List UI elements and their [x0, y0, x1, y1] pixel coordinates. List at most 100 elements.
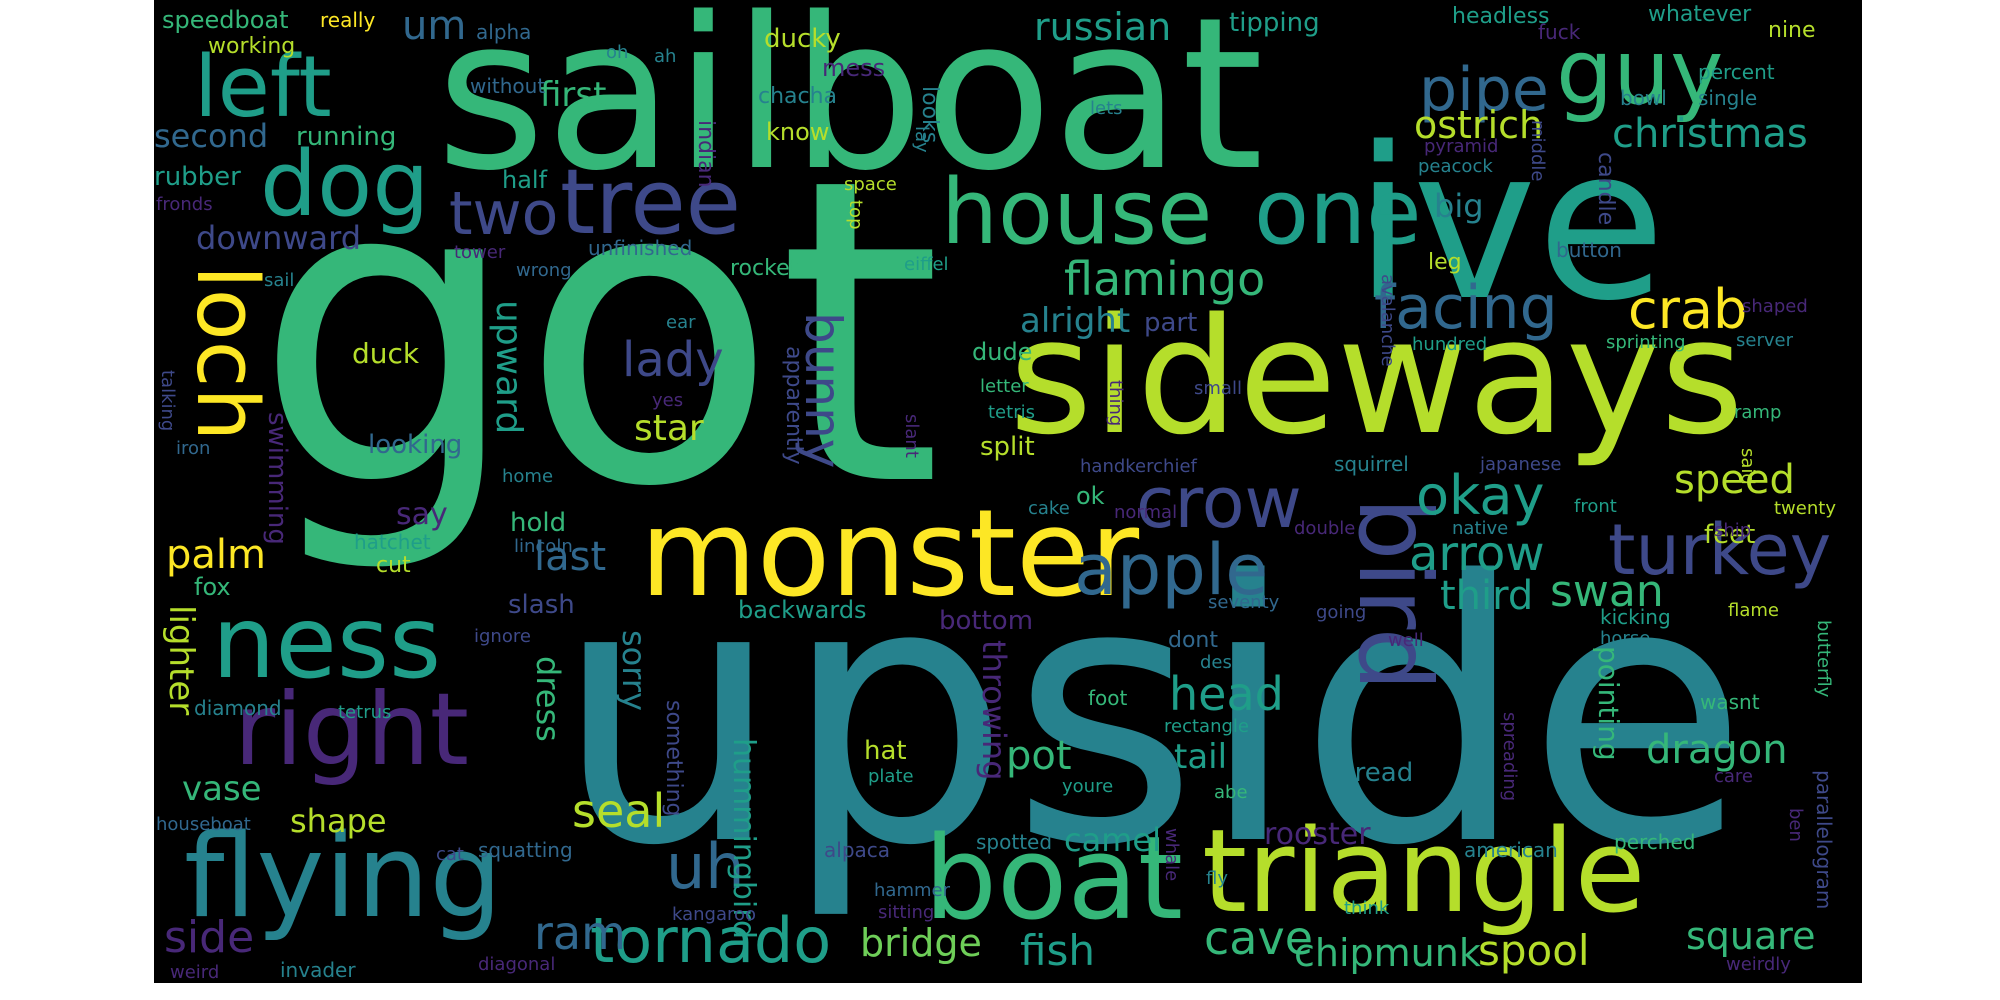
word-christmas: christmas: [1612, 111, 1808, 157]
word-server: server: [1736, 330, 1793, 351]
word-really: really: [320, 8, 376, 32]
word-fox: fox: [194, 573, 231, 601]
word-diagonal: diagonal: [478, 954, 556, 975]
word-flame: flame: [1728, 600, 1779, 621]
word-kangaroo: kangaroo: [672, 904, 757, 925]
word-letter: letter: [980, 376, 1029, 397]
word-thing: thing: [1105, 380, 1126, 427]
word-ness: ness: [212, 584, 442, 701]
word-sprinting: sprinting: [1606, 332, 1686, 353]
word-tornado: tornado: [590, 904, 832, 977]
word-eiffel: eiffel: [904, 254, 949, 275]
word-side: side: [164, 912, 255, 963]
word-american: american: [1464, 838, 1558, 862]
word-small: small: [1194, 378, 1242, 399]
word-say: say: [396, 497, 448, 532]
word-backwards: backwards: [738, 596, 867, 624]
word-parallelogram: parallelogram: [1812, 770, 1836, 910]
word-bridge: bridge: [860, 921, 982, 965]
word-dog: dog: [260, 132, 430, 237]
word-flying: flying: [184, 810, 503, 944]
word-working: working: [208, 34, 296, 59]
word-ok: ok: [1076, 482, 1105, 510]
word-looking: looking: [368, 430, 463, 460]
word-dont: dont: [1168, 628, 1218, 653]
word-guy: guy: [1556, 20, 1724, 125]
word-throwing: throwing: [975, 640, 1013, 781]
word-desk: desk: [1200, 652, 1243, 673]
word-weirdly: weirdly: [1726, 954, 1791, 975]
word-peacock: peacock: [1418, 156, 1493, 177]
word-camel: camel: [1064, 821, 1161, 859]
word-without: without: [470, 74, 546, 98]
word-vase: vase: [182, 769, 262, 809]
word-single: single: [1698, 86, 1758, 110]
word-speed: speed: [1674, 457, 1795, 503]
word-cake: cake: [1028, 498, 1070, 519]
word-oh: oh: [606, 42, 629, 63]
word-indian: indian: [693, 120, 718, 188]
word-speedboat: speedboat: [162, 6, 289, 34]
word-last: last: [534, 534, 607, 580]
word-swimming: swimming: [262, 412, 292, 545]
word-sailboat: sailboat: [436, 0, 1264, 217]
word-whatever: whatever: [1648, 2, 1752, 27]
word-apparently: apparently: [781, 346, 806, 465]
word-tetrus: tetrus: [338, 702, 392, 723]
word-hold: hold: [510, 508, 567, 538]
word-alpaca: alpaca: [824, 838, 891, 862]
word-rubber: rubber: [154, 162, 241, 192]
word-lets: lets: [1090, 98, 1123, 119]
word-hat: hat: [864, 736, 907, 766]
word-abe: abe: [1214, 782, 1248, 803]
word-upward: upward: [488, 300, 529, 435]
word-star: star: [634, 408, 704, 449]
word-square: square: [1686, 914, 1816, 958]
word-ram: ram: [534, 906, 626, 960]
word-sitting: sitting: [878, 902, 935, 923]
word-home: home: [502, 466, 554, 487]
word-shape: shape: [290, 802, 387, 840]
word-hummingbird: hummingbird: [726, 738, 761, 940]
word-cave: cave: [1204, 911, 1314, 965]
word-sail: sail: [264, 270, 295, 291]
word-headless: headless: [1452, 4, 1550, 29]
word-twenty: twenty: [1774, 498, 1836, 519]
word-shaped: shaped: [1742, 296, 1808, 317]
word-ben: ben: [1785, 808, 1806, 842]
word-left: left: [194, 38, 332, 137]
word-alright: alright: [1020, 301, 1131, 341]
word-unfinished: unfinished: [588, 236, 693, 260]
word-bird: bird: [1336, 497, 1453, 692]
word-mess: mess: [822, 54, 886, 82]
word-tower: tower: [454, 242, 506, 263]
word-whale: whale: [1161, 828, 1182, 882]
word-squirrel: squirrel: [1334, 452, 1409, 476]
word-yes: yes: [652, 390, 684, 411]
word-ostrich: ostrich: [1414, 103, 1544, 147]
word-boat: boat: [924, 812, 1183, 946]
word-tipping: tipping: [1229, 8, 1320, 38]
word-feet: feet: [1704, 520, 1756, 550]
word-native: native: [1452, 518, 1509, 539]
word-arrow: arrow: [1409, 526, 1545, 582]
word-double: double: [1294, 518, 1356, 539]
word-big: big: [1434, 187, 1484, 225]
word-button: button: [1556, 238, 1622, 262]
word-dude: dude: [972, 338, 1033, 366]
word-um: um: [402, 3, 467, 49]
word-front: front: [1574, 496, 1617, 517]
word-first: first: [540, 75, 607, 115]
word-candle: candle: [1593, 152, 1618, 226]
word-pointing: pointing: [1592, 646, 1625, 761]
word-fuck: fuck: [1538, 20, 1581, 44]
word-triangle: triangle: [1202, 805, 1646, 939]
word-think: think: [1344, 898, 1390, 919]
word-bowl: bowl: [1620, 86, 1667, 110]
word-said: said: [1737, 448, 1758, 485]
word-spreading: spreading: [1499, 712, 1520, 802]
word-ignore: ignore: [474, 626, 531, 647]
word-seventy: seventy: [1208, 592, 1280, 613]
word-pot: pot: [1006, 733, 1072, 779]
word-lighter: lighter: [161, 605, 201, 716]
